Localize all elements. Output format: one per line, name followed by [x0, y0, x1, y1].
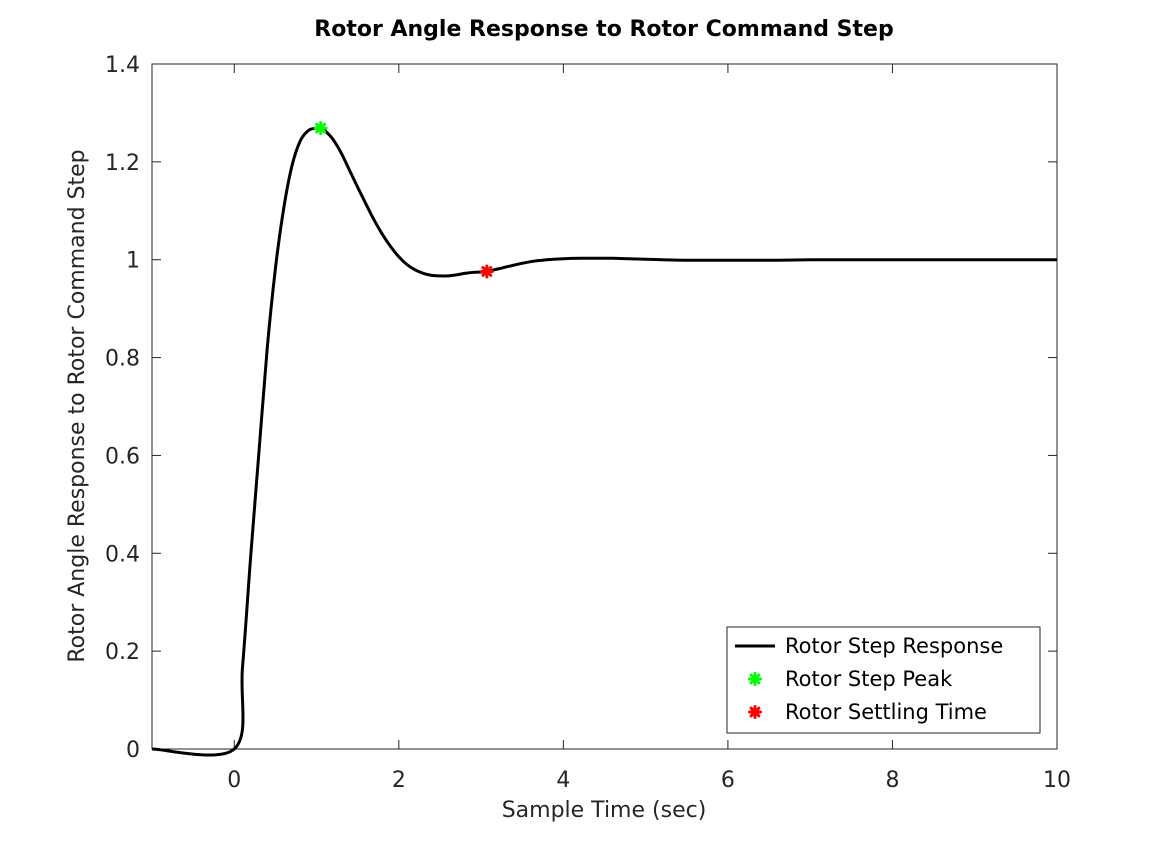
- x-tick-label: 10: [1043, 768, 1071, 793]
- y-axis-label: Rotor Angle Response to Rotor Command St…: [65, 149, 90, 662]
- x-tick-label: 0: [227, 768, 241, 793]
- chart-legend: Rotor Step Response Rotor Step Peak Rotor …: [726, 626, 1041, 734]
- legend-label-rotor-step-response: Rotor Step Response: [785, 634, 1003, 658]
- y-tick-label: 1.4: [105, 53, 140, 78]
- y-tick-label: 0.4: [105, 542, 140, 567]
- x-tick-label: 8: [885, 768, 899, 793]
- x-tick-label: 2: [392, 768, 406, 793]
- y-tick-label: 1.2: [105, 151, 140, 176]
- data-point-rotor-step-peak: [313, 121, 328, 136]
- data-point-rotor-settling-time: [479, 264, 494, 279]
- chart-title: Rotor Angle Response to Rotor Command St…: [314, 17, 893, 42]
- legend-label-rotor-step-peak: Rotor Step Peak: [785, 667, 953, 691]
- y-tick-label: 0.6: [105, 444, 140, 469]
- y-tick-label: 0: [126, 738, 140, 763]
- legend-label-rotor-settling-time: Rotor Settling Time: [785, 700, 987, 724]
- legend-marker-step-peak: [748, 672, 762, 686]
- y-tick-label: 0.2: [105, 640, 140, 665]
- x-tick-label: 4: [556, 768, 570, 793]
- legend-box: [726, 626, 1041, 734]
- legend-marker-settling-time: [748, 705, 762, 719]
- y-tick-label: 1: [126, 249, 140, 274]
- series-line-rotor-step-response: [151, 126, 1057, 757]
- y-tick-label: 0.8: [105, 347, 140, 372]
- x-axis-label: Sample Time (sec): [502, 798, 707, 823]
- x-tick-label: 6: [721, 768, 735, 793]
